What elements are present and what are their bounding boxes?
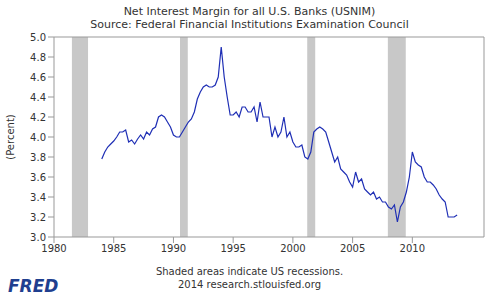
html-text:FRED: FRED bbox=[8, 276, 59, 296]
svg-text:1990: 1990 bbox=[161, 243, 186, 254]
html-text:Net Interest Margin for all U.: Net Interest Margin for all U.S. Banks (… bbox=[123, 5, 376, 18]
svg-text:1980: 1980 bbox=[41, 243, 66, 254]
svg-text:(Percent): (Percent) bbox=[8, 114, 16, 160]
svg-text:4.6: 4.6 bbox=[30, 72, 46, 83]
svg-text:3.8: 3.8 bbox=[30, 152, 46, 163]
svg-text:3.0: 3.0 bbox=[30, 232, 46, 243]
html-text:2014 research.stlouisfed.org: 2014 research.stlouisfed.org bbox=[178, 279, 321, 290]
svg-text:2005: 2005 bbox=[340, 243, 365, 254]
html-text:Source: Federal Financial Inst: Source: Federal Financial Institutions E… bbox=[90, 18, 409, 31]
svg-text:2010: 2010 bbox=[400, 243, 425, 254]
svg-text:2000: 2000 bbox=[280, 243, 305, 254]
svg-text:4.8: 4.8 bbox=[30, 52, 46, 63]
svg-text:3.4: 3.4 bbox=[30, 192, 46, 203]
svg-text:4.4: 4.4 bbox=[30, 92, 46, 103]
svg-text:1985: 1985 bbox=[101, 243, 126, 254]
html-text:Shaded areas indicate US reces: Shaded areas indicate US recessions. bbox=[155, 266, 344, 277]
svg-text:5.0: 5.0 bbox=[30, 32, 46, 43]
svg-text:4.2: 4.2 bbox=[30, 112, 46, 123]
svg-text:4.0: 4.0 bbox=[30, 132, 46, 143]
svg-text:3.6: 3.6 bbox=[30, 172, 46, 183]
svg-text:3.2: 3.2 bbox=[30, 212, 46, 223]
svg-text:1995: 1995 bbox=[220, 243, 245, 254]
